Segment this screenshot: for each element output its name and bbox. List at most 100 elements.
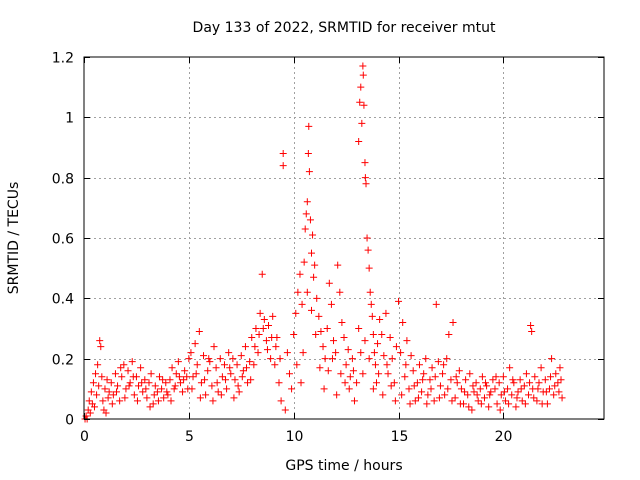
data-point bbox=[558, 394, 566, 402]
data-point bbox=[355, 325, 363, 332]
data-point bbox=[238, 373, 246, 381]
data-point bbox=[550, 391, 558, 399]
data-point bbox=[147, 370, 155, 378]
data-point bbox=[276, 355, 284, 363]
data-point bbox=[303, 288, 311, 296]
data-point bbox=[239, 367, 247, 375]
data-point bbox=[375, 370, 383, 378]
grid bbox=[84, 57, 604, 419]
data-point bbox=[180, 376, 188, 384]
data-point bbox=[99, 397, 107, 405]
data-point bbox=[305, 122, 313, 130]
data-point bbox=[371, 361, 379, 369]
data-point bbox=[243, 364, 250, 372]
data-point bbox=[456, 400, 464, 408]
data-point bbox=[299, 349, 307, 357]
data-point bbox=[554, 379, 562, 387]
data-point bbox=[85, 397, 93, 405]
data-point bbox=[457, 385, 465, 393]
data-point bbox=[97, 343, 105, 351]
y-tick-label: 0.4 bbox=[52, 292, 74, 308]
data-point bbox=[398, 391, 406, 399]
data-point bbox=[363, 234, 371, 242]
data-point bbox=[369, 385, 377, 393]
data-point bbox=[332, 349, 340, 357]
data-point bbox=[409, 367, 417, 375]
data-point bbox=[528, 328, 536, 336]
data-point bbox=[361, 159, 369, 167]
data-point bbox=[552, 370, 560, 378]
data-point bbox=[325, 279, 333, 287]
data-point bbox=[205, 355, 213, 363]
data-point bbox=[541, 376, 549, 384]
data-point bbox=[492, 373, 500, 381]
data-point bbox=[153, 388, 161, 396]
data-point bbox=[159, 376, 167, 384]
data-point bbox=[220, 361, 228, 369]
data-point bbox=[92, 370, 100, 378]
data-point bbox=[353, 379, 361, 387]
data-point bbox=[548, 355, 556, 363]
data-point bbox=[90, 403, 98, 411]
data-point bbox=[509, 376, 517, 384]
data-point bbox=[478, 373, 486, 381]
data-point bbox=[538, 400, 546, 408]
data-point bbox=[114, 382, 122, 390]
data-point bbox=[193, 361, 201, 369]
data-point bbox=[125, 382, 133, 390]
data-point bbox=[510, 379, 518, 387]
data-point bbox=[336, 288, 344, 296]
data-point bbox=[267, 355, 275, 363]
data-point bbox=[101, 385, 109, 393]
data-point bbox=[431, 373, 439, 381]
data-point bbox=[473, 391, 481, 399]
data-point bbox=[255, 331, 263, 339]
data-point bbox=[435, 394, 443, 402]
data-point bbox=[461, 388, 469, 396]
data-point bbox=[204, 367, 212, 375]
data-point bbox=[395, 297, 403, 305]
data-point bbox=[181, 367, 189, 375]
data-point bbox=[441, 391, 449, 399]
data-point bbox=[143, 394, 151, 402]
data-point bbox=[430, 397, 438, 405]
data-point bbox=[176, 379, 184, 387]
data-point bbox=[447, 376, 455, 384]
data-point bbox=[265, 321, 273, 329]
data-point bbox=[323, 325, 331, 332]
data-point bbox=[366, 288, 374, 296]
data-point bbox=[288, 385, 296, 393]
data-point bbox=[504, 385, 512, 393]
data-point bbox=[537, 364, 545, 372]
data-point bbox=[201, 376, 209, 384]
data-point bbox=[154, 397, 162, 405]
data-point bbox=[269, 312, 277, 320]
data-point bbox=[141, 376, 149, 384]
axis-ticks bbox=[84, 57, 604, 420]
data-point bbox=[237, 352, 245, 360]
data-point bbox=[407, 352, 415, 360]
data-point bbox=[217, 391, 225, 399]
data-point bbox=[93, 391, 101, 399]
data-point bbox=[308, 306, 315, 314]
data-point bbox=[462, 376, 470, 384]
data-point bbox=[277, 397, 285, 405]
data-point bbox=[146, 403, 154, 411]
y-tick-label: 0 bbox=[65, 413, 74, 429]
data-point bbox=[542, 388, 550, 396]
data-point bbox=[262, 337, 270, 345]
data-point bbox=[403, 337, 411, 345]
data-point bbox=[103, 376, 111, 384]
data-point bbox=[455, 367, 463, 375]
data-point bbox=[505, 400, 513, 408]
data-point bbox=[470, 388, 478, 396]
data-point bbox=[129, 373, 137, 381]
data-point bbox=[248, 334, 256, 342]
data-point bbox=[130, 391, 138, 399]
data-point bbox=[315, 312, 323, 320]
data-point bbox=[234, 382, 242, 390]
data-point bbox=[491, 385, 499, 393]
data-point bbox=[250, 361, 258, 369]
data-point bbox=[311, 261, 319, 269]
